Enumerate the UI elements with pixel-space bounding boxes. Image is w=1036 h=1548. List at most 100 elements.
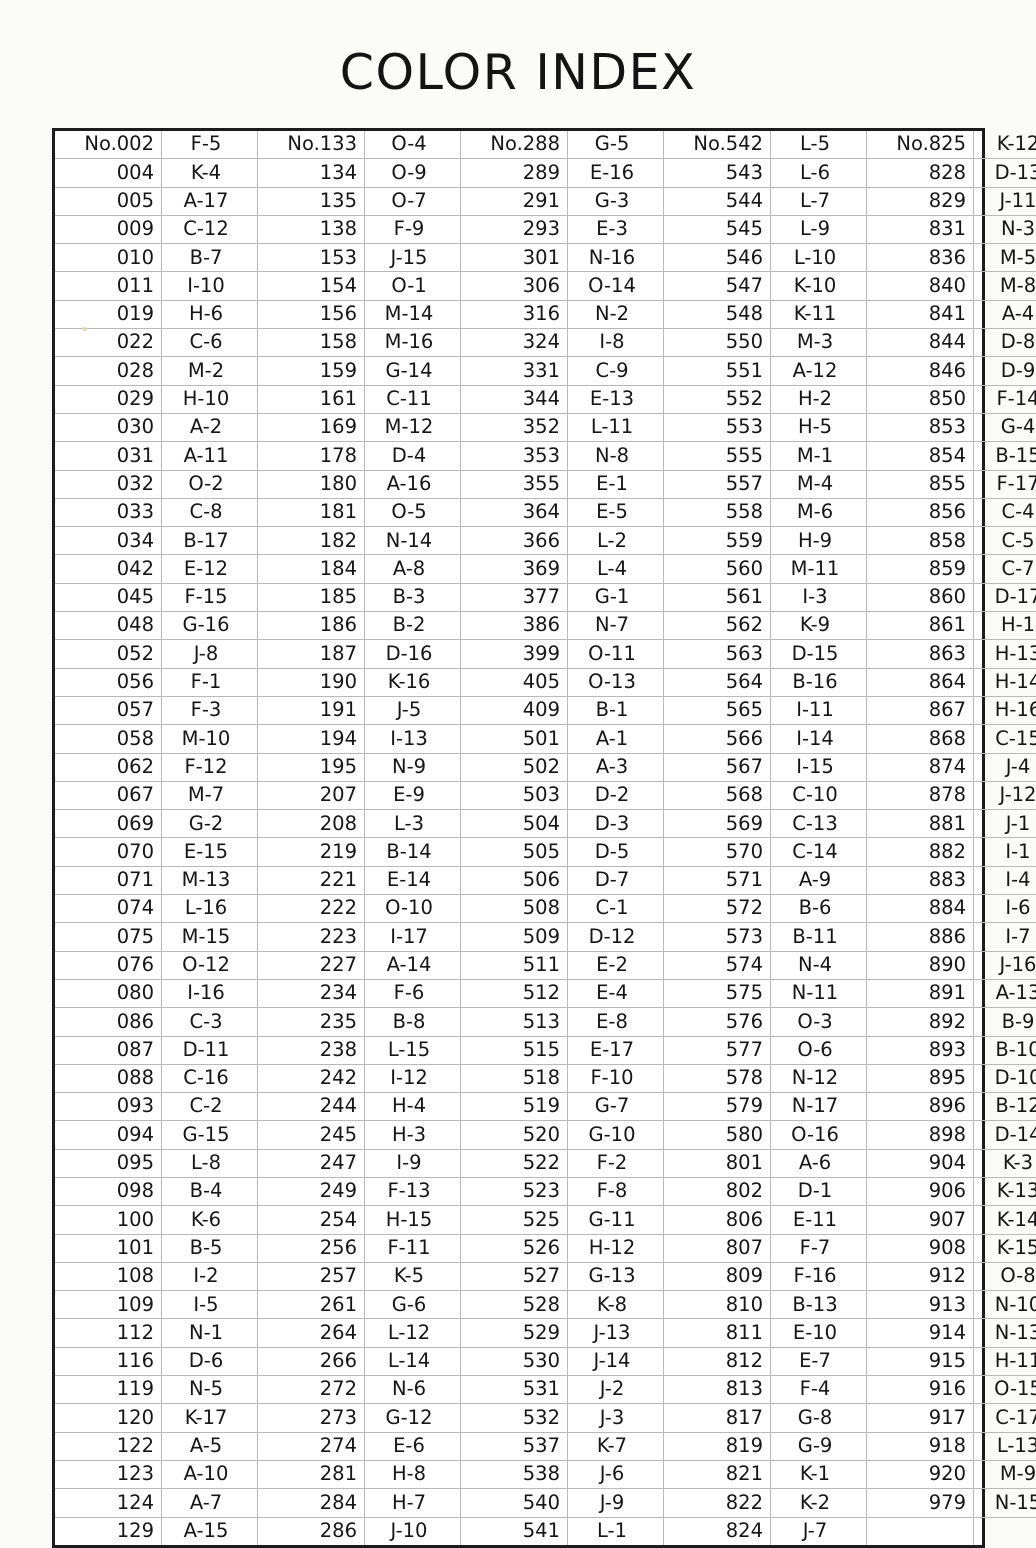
cell-code: O-7	[365, 187, 461, 215]
cell-number: 235	[258, 1008, 365, 1036]
scan-speck-artifact	[82, 327, 87, 331]
cell-number: 094	[55, 1121, 162, 1149]
cell-number: 531	[461, 1376, 568, 1404]
cell-code: F-9	[365, 215, 461, 243]
cell-code: C-13	[771, 810, 867, 838]
cell-number: 874	[867, 753, 974, 781]
cell-code: L-6	[771, 159, 867, 187]
cell-number: 120	[55, 1404, 162, 1432]
cell-number: 914	[867, 1319, 974, 1347]
cell-number: 129	[55, 1517, 162, 1545]
cell-number: 062	[55, 753, 162, 781]
cell-number: 093	[55, 1093, 162, 1121]
cell-code: N-5	[162, 1376, 258, 1404]
cell-code: O-12	[162, 951, 258, 979]
cell-code: J-6	[568, 1460, 664, 1488]
cell-code: L-5	[771, 131, 867, 159]
cell-code: M-11	[771, 555, 867, 583]
cell-number: 537	[461, 1432, 568, 1460]
cell-code: O-4	[365, 131, 461, 159]
cell-number: 895	[867, 1064, 974, 1092]
cell-number: 810	[664, 1291, 771, 1319]
cell-code: H-14	[974, 668, 1036, 696]
cell-code: M-6	[771, 498, 867, 526]
cell-code: E-5	[568, 498, 664, 526]
cell-number: 122	[55, 1432, 162, 1460]
cell-code: J-11	[974, 187, 1036, 215]
cell-number: 846	[867, 357, 974, 385]
cell-code: J-14	[568, 1347, 664, 1375]
cell-code: D-6	[162, 1347, 258, 1375]
cell-number: 353	[461, 442, 568, 470]
cell-number: 234	[258, 979, 365, 1007]
cell-code: E-15	[162, 838, 258, 866]
cell-code: E-14	[365, 866, 461, 894]
cell-code: C-4	[974, 498, 1036, 526]
cell-number: 558	[664, 498, 771, 526]
cell-number: 504	[461, 810, 568, 838]
cell-code: N-9	[365, 753, 461, 781]
cell-number: 881	[867, 810, 974, 838]
cell-number: 386	[461, 612, 568, 640]
cell-number: 571	[664, 866, 771, 894]
cell-code: G-5	[568, 131, 664, 159]
cell-code: C-16	[162, 1064, 258, 1092]
cell-code: O-1	[365, 272, 461, 300]
cell-code: A-5	[162, 1432, 258, 1460]
cell-code: F-12	[162, 753, 258, 781]
cell-number: 572	[664, 895, 771, 923]
cell-number: 819	[664, 1432, 771, 1460]
cell-number: 578	[664, 1064, 771, 1092]
cell-number: 010	[55, 244, 162, 272]
cell-number: 552	[664, 385, 771, 413]
cell-code: I-14	[771, 725, 867, 753]
cell-number: 207	[258, 781, 365, 809]
cell-code: D-9	[974, 357, 1036, 385]
cell-code: C-12	[162, 215, 258, 243]
cell-code: C-14	[771, 838, 867, 866]
cell-number: 264	[258, 1319, 365, 1347]
cell-number: 067	[55, 781, 162, 809]
cell-number: 331	[461, 357, 568, 385]
cell-number: 254	[258, 1206, 365, 1234]
cell-code: F-6	[365, 979, 461, 1007]
cell-code: F-16	[771, 1262, 867, 1290]
cell-code: F-11	[365, 1234, 461, 1262]
cell-number: 242	[258, 1064, 365, 1092]
cell-code: M-3	[771, 329, 867, 357]
cell-code: O-2	[162, 470, 258, 498]
cell-number: 546	[664, 244, 771, 272]
cell-number: 178	[258, 442, 365, 470]
cell-code: E-12	[162, 555, 258, 583]
cell-number: 565	[664, 696, 771, 724]
cell-code: J-10	[365, 1517, 461, 1545]
cell-number: 284	[258, 1489, 365, 1517]
cell-code: G-9	[771, 1432, 867, 1460]
cell-code: G-4	[974, 413, 1036, 441]
cell-code: J-12	[974, 781, 1036, 809]
cell-number: 547	[664, 272, 771, 300]
cell-number: 180	[258, 470, 365, 498]
cell-code: B-16	[771, 668, 867, 696]
cell-code: H-12	[568, 1234, 664, 1262]
cell-code: B-12	[974, 1093, 1036, 1121]
page-title: COLOR INDEX	[0, 44, 1036, 101]
cell-number: 515	[461, 1036, 568, 1064]
cell-code: C-8	[162, 498, 258, 526]
cell-number: 563	[664, 640, 771, 668]
cell-code: C-5	[974, 527, 1036, 555]
cell-code: I-6	[974, 895, 1036, 923]
cell-number: 004	[55, 159, 162, 187]
cell-number: 908	[867, 1234, 974, 1262]
cell-number: 580	[664, 1121, 771, 1149]
